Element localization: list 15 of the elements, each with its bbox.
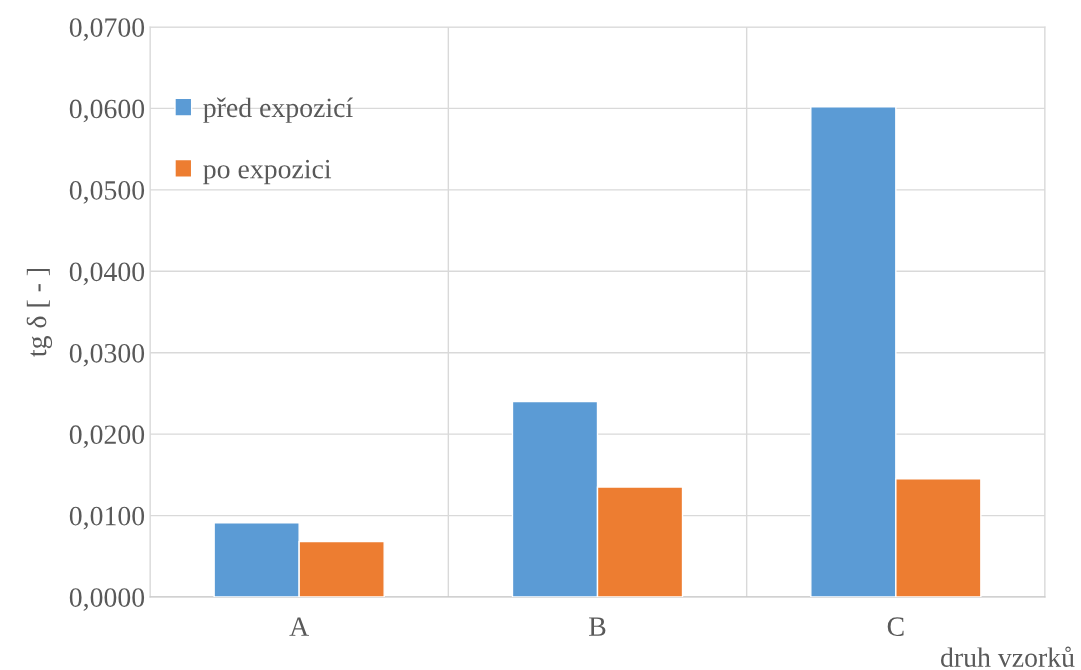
- y-tick-label: 0,0100: [69, 506, 145, 530]
- y-tick-label: 0,0600: [69, 99, 145, 123]
- legend-label: po expozici: [203, 159, 332, 185]
- x-tick-label: B: [589, 617, 606, 636]
- y-tick-label: 0,0200: [69, 425, 145, 449]
- y-tick-label: 0,0700: [69, 18, 145, 41]
- y-tick-label: 0,0400: [69, 262, 145, 286]
- x-axis-title: druh vzorků: [941, 646, 1075, 667]
- y-tick-label: 0,0300: [69, 343, 145, 367]
- y-tick-label: 0,0500: [69, 181, 145, 204]
- y-tick-label: 0,0000: [69, 588, 145, 611]
- y-axis-title: tg δ [ - ]: [26, 268, 53, 357]
- x-tick-label: C: [887, 617, 904, 636]
- legend-label: před expozicí: [203, 97, 353, 123]
- x-tick-label: A: [289, 617, 309, 636]
